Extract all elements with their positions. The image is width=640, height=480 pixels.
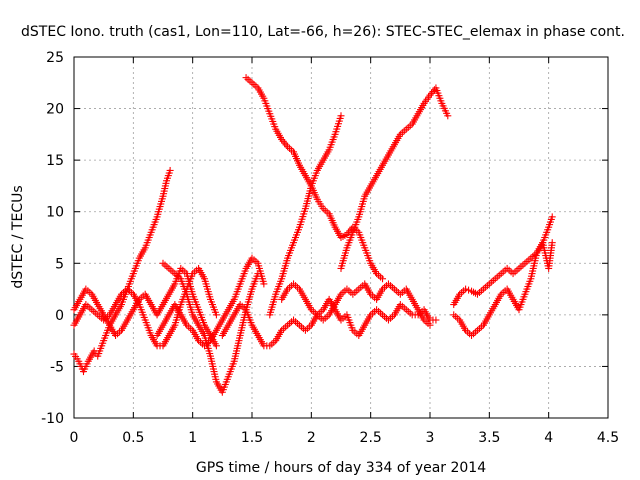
x-tick-label: 2 (307, 430, 316, 446)
series-arc9 (159, 259, 262, 396)
series-arc2 (242, 74, 387, 283)
data-point (444, 112, 452, 120)
series-arc4 (337, 84, 452, 272)
data-point (212, 342, 220, 350)
x-tick-label: 0.5 (122, 430, 144, 446)
y-tick-label: -10 (41, 411, 64, 427)
series-arc12 (278, 280, 434, 329)
data-point (548, 213, 556, 221)
x-axis-label: GPS time / hours of day 334 of year 2014 (196, 460, 486, 476)
y-tick-label: 15 (46, 153, 64, 169)
x-tick-label: 1 (188, 430, 197, 446)
data-point (465, 286, 473, 294)
data-point (379, 275, 387, 283)
x-tick-label: 4.5 (597, 430, 619, 446)
series-arc3 (266, 112, 345, 319)
y-axis-label: dSTEC / TECUs (10, 185, 26, 288)
data-point (432, 316, 440, 324)
series-arc8 (70, 264, 220, 350)
y-tick-label: 25 (46, 50, 64, 66)
y-tick-label: 10 (46, 205, 64, 221)
data-point (462, 285, 470, 293)
axis-ticks: 0 0.5 1 1.5 2 2.5 3 3.5 4 4.5 -10 -5 0 5 10 15 20 25 (41, 50, 619, 446)
x-tick-label: 2.5 (360, 430, 382, 446)
data-point (337, 112, 345, 120)
y-tick-label: -5 (50, 359, 64, 375)
y-tick-label: 5 (55, 256, 64, 272)
x-tick-label: 3.5 (478, 430, 500, 446)
plot-frame (73, 56, 609, 419)
series-arc5 (450, 213, 556, 339)
chart-title: dSTEC Iono. truth (cas1, Lon=110, Lat=-6… (21, 24, 625, 40)
data-point (260, 280, 268, 288)
data-point (426, 321, 434, 329)
data-point (212, 311, 220, 319)
y-tick-label: 20 (46, 102, 64, 118)
x-tick-label: 1.5 (241, 430, 263, 446)
x-tick-label: 0 (70, 430, 79, 446)
x-tick-label: 3 (426, 430, 435, 446)
data-point (548, 239, 556, 247)
series-arc10 (153, 254, 268, 350)
data-points (70, 74, 556, 396)
series-arc6 (450, 239, 556, 309)
series-arc11 (218, 295, 440, 350)
x-tick-label: 4 (544, 430, 553, 446)
grid (74, 57, 608, 418)
y-tick-label: 0 (55, 308, 64, 324)
data-point (166, 166, 174, 174)
